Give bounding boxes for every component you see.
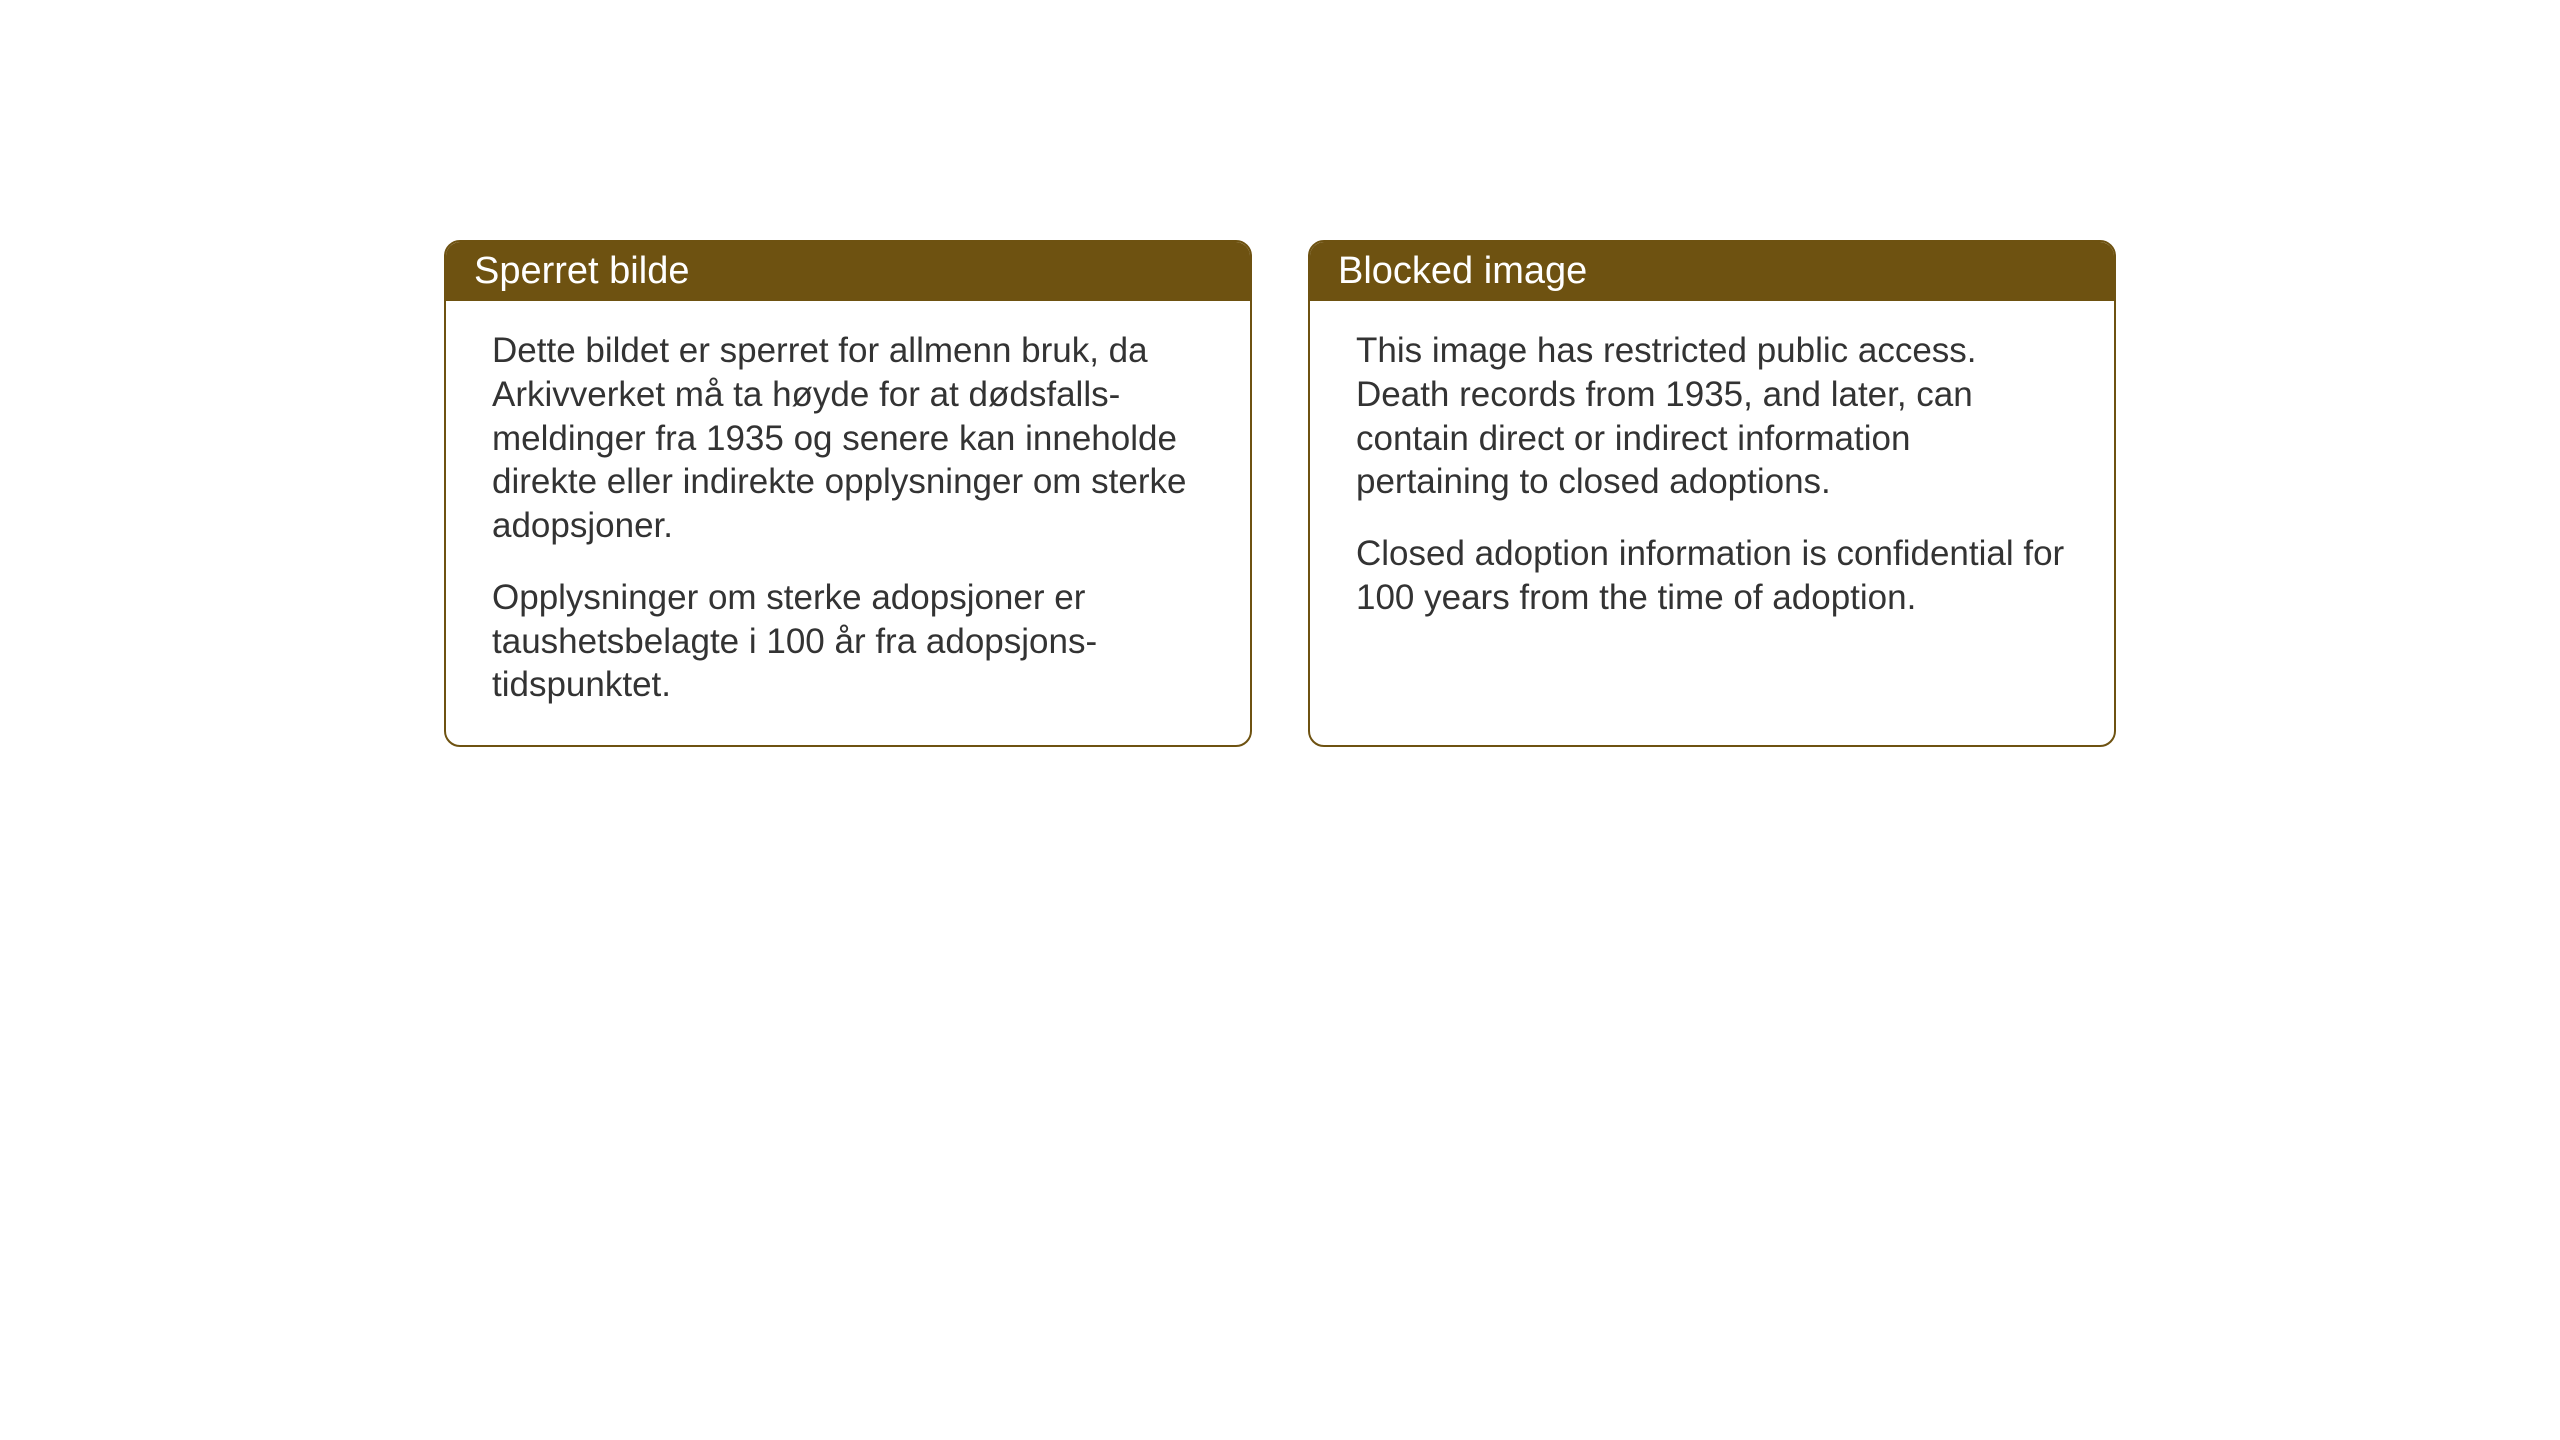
notice-box-norwegian: Sperret bilde Dette bildet er sperret fo… (444, 240, 1252, 747)
notice-paragraph-1-english: This image has restricted public access.… (1356, 329, 2068, 504)
notice-title-norwegian: Sperret bilde (474, 250, 689, 292)
notice-container: Sperret bilde Dette bildet er sperret fo… (444, 240, 2116, 747)
notice-body-english: This image has restricted public access.… (1310, 301, 2114, 658)
notice-title-english: Blocked image (1338, 250, 1587, 292)
notice-paragraph-1-norwegian: Dette bildet er sperret for allmenn bruk… (492, 329, 1204, 548)
notice-paragraph-2-norwegian: Opplysninger om sterke adopsjoner er tau… (492, 576, 1204, 707)
notice-header-english: Blocked image (1310, 242, 2114, 301)
notice-body-norwegian: Dette bildet er sperret for allmenn bruk… (446, 301, 1250, 745)
notice-box-english: Blocked image This image has restricted … (1308, 240, 2116, 747)
notice-header-norwegian: Sperret bilde (446, 242, 1250, 301)
notice-paragraph-2-english: Closed adoption information is confident… (1356, 532, 2068, 620)
